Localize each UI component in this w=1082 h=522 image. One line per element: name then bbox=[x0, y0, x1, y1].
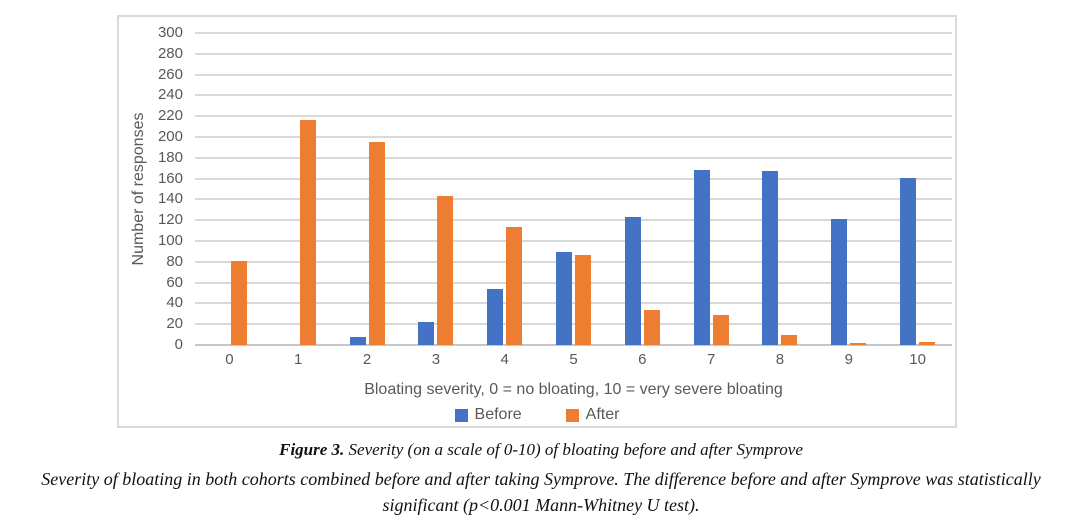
x-axis-line bbox=[195, 344, 952, 346]
x-tick-label: 9 bbox=[844, 351, 853, 368]
bar-before-severity-8 bbox=[762, 171, 779, 345]
y-tick-label: 80 bbox=[166, 252, 183, 270]
y-tick-label: 40 bbox=[166, 294, 183, 312]
legend-label: After bbox=[585, 406, 620, 423]
x-tick-label: 7 bbox=[706, 351, 716, 368]
gridline bbox=[195, 240, 952, 242]
bar-group-severity-0 bbox=[195, 33, 264, 345]
bar-after-severity-2 bbox=[368, 142, 385, 345]
y-tick-label: 100 bbox=[157, 232, 183, 249]
bar-before-severity-5 bbox=[555, 252, 572, 345]
figure-description-line: significant (p<0.001 Mann-Whitney U test… bbox=[382, 495, 700, 515]
gridline bbox=[195, 198, 952, 201]
gridline bbox=[195, 281, 952, 284]
bar-group-severity-7 bbox=[677, 33, 746, 345]
figure-description: Severity of bloating in both cohorts com… bbox=[0, 466, 1082, 518]
y-tick-label: 220 bbox=[157, 107, 183, 125]
legend-label: Before bbox=[474, 406, 522, 423]
bar-group-severity-4 bbox=[470, 33, 539, 345]
bar-group-severity-9 bbox=[814, 33, 883, 345]
figure-caption: Figure 3. Severity (on a scale of 0-10) … bbox=[0, 440, 1082, 460]
gridline bbox=[195, 52, 952, 55]
y-tick-label: 160 bbox=[157, 169, 183, 187]
gridline bbox=[195, 302, 952, 305]
y-tick-label: 20 bbox=[166, 315, 183, 333]
y-tick-label: 260 bbox=[157, 65, 183, 83]
bar-group-severity-8 bbox=[746, 33, 815, 345]
gridline bbox=[195, 32, 952, 34]
legend-item-after: After bbox=[565, 406, 620, 424]
bar-after-severity-5 bbox=[574, 254, 591, 345]
y-tick-label: 200 bbox=[157, 128, 183, 145]
y-tick-label: 0 bbox=[174, 336, 183, 353]
x-tick-label: 3 bbox=[431, 351, 441, 368]
x-tick-label: 8 bbox=[775, 351, 785, 368]
gridline bbox=[195, 260, 952, 263]
y-tick-label: 180 bbox=[157, 148, 183, 166]
bar-after-severity-6 bbox=[643, 309, 660, 345]
x-tick-label: 0 bbox=[225, 351, 234, 368]
gridline bbox=[195, 323, 952, 326]
plot-area bbox=[195, 32, 952, 346]
gridline bbox=[195, 73, 952, 76]
y-tick-label: 140 bbox=[157, 190, 183, 208]
legend-swatch-after bbox=[565, 408, 579, 422]
gridline bbox=[195, 115, 952, 118]
x-tick-label: 4 bbox=[500, 351, 509, 368]
y-tick-label: 280 bbox=[157, 44, 183, 62]
x-tick-label: 1 bbox=[294, 351, 303, 368]
bar-after-severity-4 bbox=[506, 227, 523, 345]
legend-swatch-before bbox=[454, 408, 468, 422]
bar-after-severity-1 bbox=[299, 120, 316, 345]
bar-before-severity-7 bbox=[693, 170, 710, 345]
chart-legend: Before After bbox=[119, 406, 955, 424]
x-axis-title: Bloating severity, 0 = no bloating, 10 =… bbox=[364, 381, 783, 398]
gridline bbox=[195, 156, 952, 159]
gridline bbox=[195, 94, 952, 97]
legend-item-before: Before bbox=[454, 406, 522, 424]
figure-label: Figure 3. bbox=[279, 440, 345, 459]
bar-group-severity-1 bbox=[264, 33, 333, 345]
bar-before-severity-3 bbox=[418, 322, 435, 345]
gridline bbox=[195, 177, 952, 180]
bar-after-severity-7 bbox=[712, 314, 729, 345]
y-tick-label: 120 bbox=[157, 211, 183, 229]
x-tick-label: 2 bbox=[362, 351, 372, 368]
bar-group-severity-3 bbox=[401, 33, 470, 345]
chart-figure: Number of responses 0 20 40 60 80 100 120 140 16… bbox=[117, 15, 957, 428]
figure-title-text: Severity (on a scale of 0-10) of bloatin… bbox=[344, 440, 803, 459]
figure-description-line: Severity of bloating in both cohorts com… bbox=[41, 469, 1041, 489]
bar-group-severity-2 bbox=[333, 33, 402, 345]
bar-group-severity-10 bbox=[883, 33, 952, 345]
bar-group-severity-6 bbox=[608, 33, 677, 345]
gridline bbox=[195, 136, 952, 138]
y-tick-label: 240 bbox=[157, 86, 183, 104]
x-tick-label: 10 bbox=[909, 351, 926, 368]
x-tick-label: 6 bbox=[638, 351, 647, 368]
y-tick-label: 300 bbox=[157, 24, 183, 41]
x-tick-label: 5 bbox=[569, 351, 578, 368]
gridline bbox=[195, 219, 952, 222]
bar-group-severity-5 bbox=[539, 33, 608, 345]
bar-before-severity-4 bbox=[487, 288, 504, 345]
y-tick-label: 60 bbox=[166, 273, 183, 291]
